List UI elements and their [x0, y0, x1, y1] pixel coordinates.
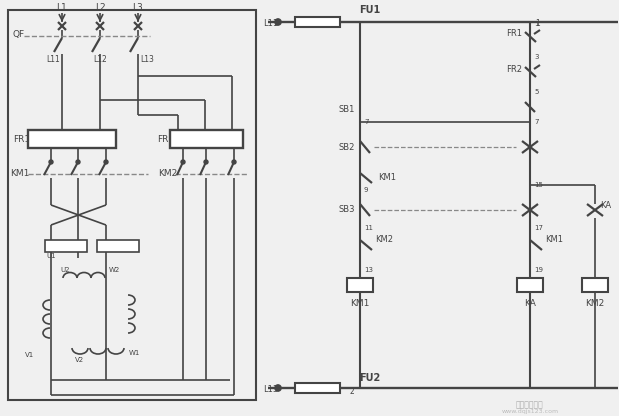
Text: 5: 5 [534, 89, 539, 95]
Text: FR1: FR1 [13, 136, 30, 144]
Text: FR2: FR2 [157, 136, 174, 144]
Text: www.dqjs123.com: www.dqjs123.com [501, 409, 558, 414]
Text: W2: W2 [108, 267, 119, 273]
Circle shape [204, 160, 208, 164]
Text: KM1: KM1 [10, 169, 29, 178]
Bar [8, 10, 256, 400]
Text: 7: 7 [534, 119, 539, 125]
Text: L11: L11 [46, 55, 60, 64]
Text: L13: L13 [262, 386, 278, 394]
Bar [170, 130, 243, 148]
Bar [45, 240, 87, 252]
Text: L13: L13 [140, 55, 154, 64]
Bar [28, 130, 116, 148]
Circle shape [104, 160, 108, 164]
Text: V1: V1 [25, 352, 35, 358]
Text: FU2: FU2 [360, 373, 381, 383]
Text: L2: L2 [95, 3, 105, 12]
Text: V2: V2 [76, 357, 85, 363]
Text: KA: KA [524, 300, 536, 309]
Bar [582, 278, 608, 292]
Circle shape [275, 386, 280, 391]
Text: L11: L11 [263, 20, 278, 29]
Text: 15: 15 [534, 182, 543, 188]
Text: QF: QF [13, 30, 25, 40]
Text: KM2: KM2 [112, 242, 128, 250]
Text: KM2: KM2 [60, 242, 76, 250]
Text: 3: 3 [534, 54, 539, 60]
Text: L1: L1 [56, 3, 67, 12]
Text: 13: 13 [364, 267, 373, 273]
Text: FR2: FR2 [506, 64, 522, 74]
Text: L12: L12 [93, 55, 107, 64]
Bar [97, 240, 139, 252]
Circle shape [275, 20, 280, 25]
Text: U1: U1 [46, 253, 56, 259]
Bar [295, 383, 340, 393]
Text: 17: 17 [534, 225, 543, 231]
Text: 9: 9 [364, 187, 368, 193]
Text: KM2: KM2 [158, 169, 177, 178]
Bar [347, 278, 373, 292]
Text: L3: L3 [132, 3, 144, 12]
Text: U2: U2 [60, 267, 70, 273]
Circle shape [529, 208, 532, 211]
Text: FR1: FR1 [506, 30, 522, 39]
Text: KM1: KM1 [545, 235, 563, 245]
Text: KM1: KM1 [350, 300, 370, 309]
Text: SB1: SB1 [339, 104, 355, 114]
Text: W1: W1 [128, 350, 140, 356]
Text: 19: 19 [534, 267, 543, 273]
Text: KA: KA [600, 201, 611, 210]
Text: 1: 1 [535, 18, 540, 27]
Bar [295, 17, 340, 27]
Text: SB2: SB2 [339, 143, 355, 151]
Text: KM2: KM2 [586, 300, 605, 309]
Circle shape [232, 160, 236, 164]
Circle shape [49, 160, 53, 164]
Text: SB3: SB3 [339, 206, 355, 215]
Text: 2: 2 [350, 386, 355, 396]
Text: 7: 7 [364, 119, 368, 125]
Text: 1: 1 [534, 21, 539, 27]
Circle shape [529, 146, 532, 149]
Circle shape [76, 160, 80, 164]
Text: 电工技术之家: 电工技术之家 [516, 401, 544, 409]
Circle shape [181, 160, 185, 164]
Text: KM2: KM2 [375, 235, 393, 245]
Text: FU1: FU1 [360, 5, 381, 15]
Bar [517, 278, 543, 292]
Text: 11: 11 [364, 225, 373, 231]
Text: KM1: KM1 [378, 173, 396, 181]
